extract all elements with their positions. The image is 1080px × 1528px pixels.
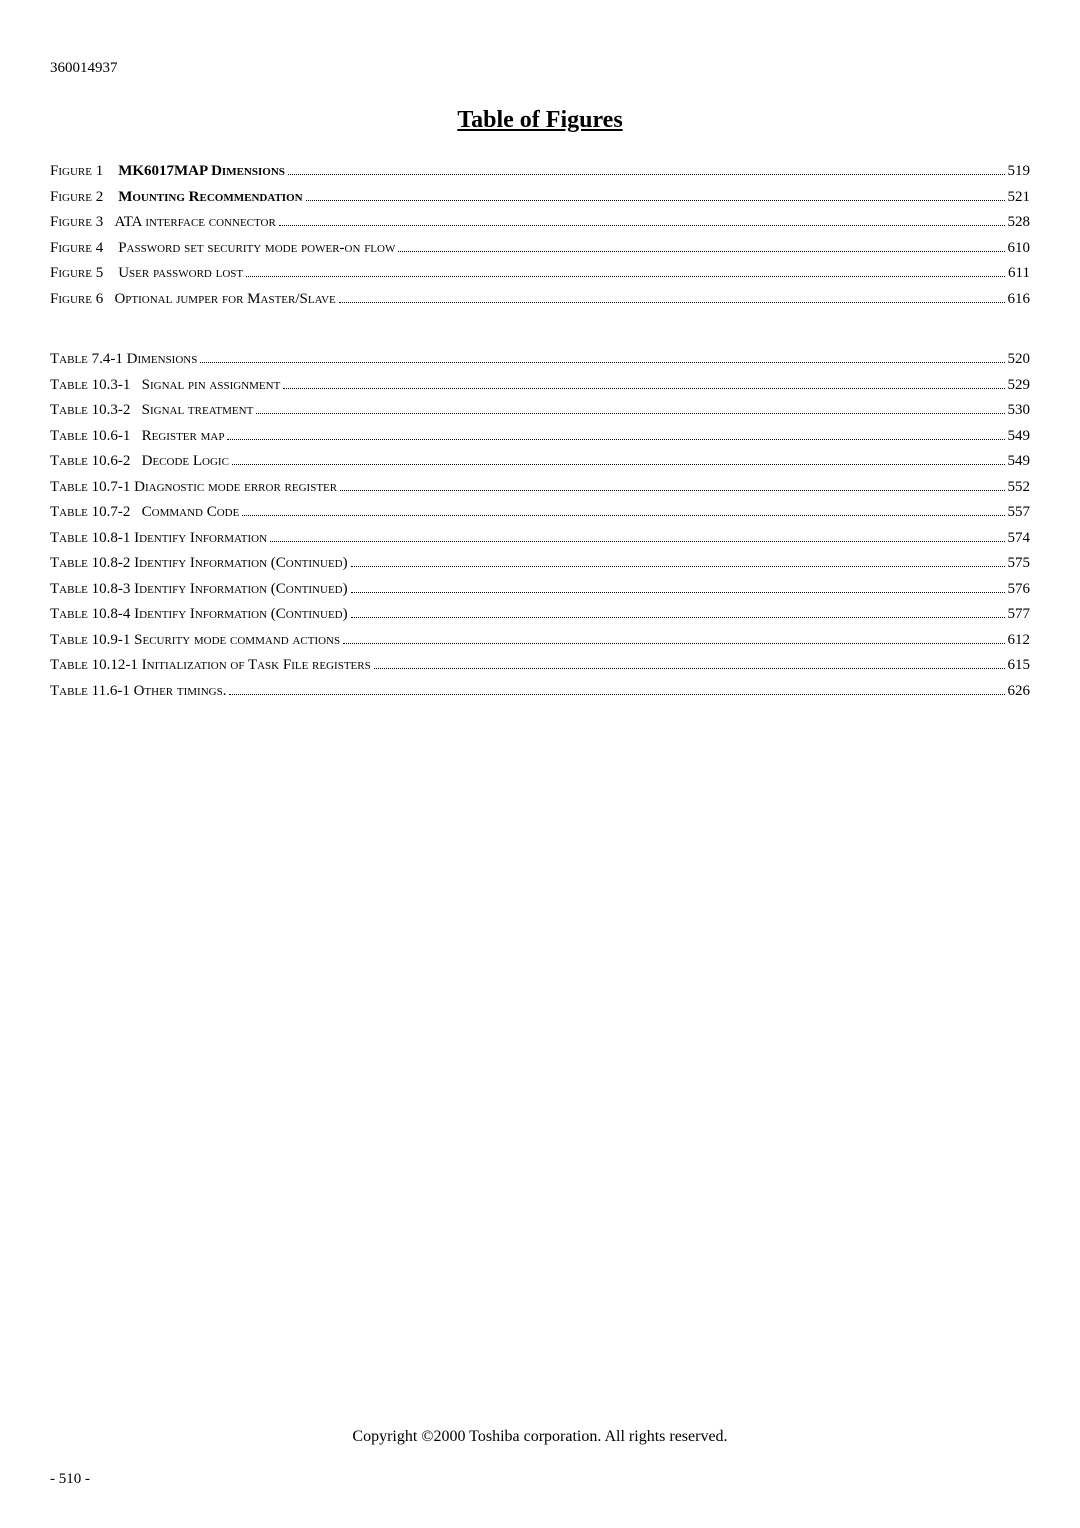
toc-leader-dots [227, 439, 1004, 440]
table-page: 552 [1008, 475, 1031, 501]
figure-page: 528 [1008, 210, 1031, 236]
toc-leader-dots [270, 541, 1004, 542]
figure-label-prefix: Figure 4 [50, 240, 118, 256]
toc-leader-dots [229, 694, 1004, 695]
toc-leader-dots [351, 592, 1005, 593]
copyright-text: Copyright ©2000 Toshiba corporation. All… [50, 1428, 1030, 1446]
table-label: Table 10.8-4 Identify Information (Conti… [50, 602, 348, 628]
figure-page: 521 [1008, 185, 1031, 211]
toc-leader-dots [351, 566, 1005, 567]
table-label: Table 10.3-1 Signal pin assignment [50, 373, 280, 399]
figure-label: Figure 4 Password set security mode powe… [50, 236, 395, 262]
figure-entry: Figure 2 Mounting Recommendation 521 [50, 185, 1030, 211]
table-page: 612 [1008, 628, 1031, 654]
table-label: Table 10.6-2 Decode Logic [50, 449, 229, 475]
table-page: 530 [1008, 398, 1031, 424]
table-label: Table 10.9-1 Security mode command actio… [50, 628, 340, 654]
table-label: Table 10.8-3 Identify Information (Conti… [50, 577, 348, 603]
table-entry: Table 10.8-3 Identify Information (Conti… [50, 577, 1030, 603]
figure-label-bold: Mounting Recommendation [118, 189, 302, 205]
page-number: - 510 - [50, 1471, 1030, 1488]
figure-entry: Figure 6 Optional jumper for Master/Slav… [50, 287, 1030, 313]
table-page: 576 [1008, 577, 1031, 603]
table-entry: Table 10.6-2 Decode Logic 549 [50, 449, 1030, 475]
page-title: Table of Figures [50, 107, 1030, 134]
table-page: 529 [1008, 373, 1031, 399]
figure-page: 519 [1008, 159, 1031, 185]
table-page: 557 [1008, 500, 1031, 526]
toc-leader-dots [398, 251, 1004, 252]
table-label: Table 10.7-1 Diagnostic mode error regis… [50, 475, 337, 501]
page-footer: Copyright ©2000 Toshiba corporation. All… [50, 1428, 1030, 1488]
figures-list: Figure 1 MK6017MAP Dimensions519Figure 2… [50, 159, 1030, 312]
table-page: 575 [1008, 551, 1031, 577]
toc-leader-dots [351, 617, 1005, 618]
figure-page: 611 [1008, 261, 1030, 287]
toc-leader-dots [279, 225, 1005, 226]
table-page: 520 [1008, 347, 1031, 373]
table-entry: Table 11.6-1 Other timings. 626 [50, 679, 1030, 705]
table-page: 615 [1008, 653, 1031, 679]
toc-leader-dots [339, 302, 1005, 303]
table-entry: Table 10.12-1 Initialization of Task Fil… [50, 653, 1030, 679]
figure-label: Figure 2 Mounting Recommendation [50, 185, 303, 211]
table-entry: Table 10.8-2 Identify Information (Conti… [50, 551, 1030, 577]
toc-leader-dots [246, 276, 1005, 277]
toc-leader-dots [374, 668, 1005, 669]
figure-label-bold: MK6017MAP Dimensions [118, 163, 285, 179]
table-page: 577 [1008, 602, 1031, 628]
figure-entry: Figure 3 ATA interface connector 528 [50, 210, 1030, 236]
table-label: Table 10.8-1 Identify Information [50, 526, 267, 552]
figure-label: Figure 3 ATA interface connector [50, 210, 276, 236]
document-id: 360014937 [50, 60, 1030, 77]
table-entry: Table 10.3-1 Signal pin assignment 529 [50, 373, 1030, 399]
table-page: 626 [1008, 679, 1031, 705]
figure-label: Figure 6 Optional jumper for Master/Slav… [50, 287, 336, 313]
table-entry: Table 10.7-1 Diagnostic mode error regis… [50, 475, 1030, 501]
figure-label-rest: Optional jumper for Master/Slave [114, 291, 335, 307]
figure-label: Figure 1 MK6017MAP Dimensions [50, 159, 285, 185]
toc-leader-dots [306, 200, 1005, 201]
figure-page: 616 [1008, 287, 1031, 313]
table-label: Table 10.12-1 Initialization of Task Fil… [50, 653, 371, 679]
toc-leader-dots [200, 362, 1004, 363]
toc-leader-dots [232, 464, 1005, 465]
table-page: 549 [1008, 449, 1031, 475]
figure-label-rest: Password set security mode power-on flow [118, 240, 395, 256]
figure-label: Figure 5 User password lost [50, 261, 243, 287]
table-page: 549 [1008, 424, 1031, 450]
toc-leader-dots [288, 174, 1005, 175]
toc-leader-dots [340, 490, 1004, 491]
table-entry: Table 10.8-4 Identify Information (Conti… [50, 602, 1030, 628]
figure-label-prefix: Figure 3 [50, 214, 114, 230]
table-label: Table 10.3-2 Signal treatment [50, 398, 253, 424]
figure-label-rest: ATA interface connector [114, 214, 275, 230]
figure-label-prefix: Figure 6 [50, 291, 114, 307]
toc-leader-dots [242, 515, 1004, 516]
figure-entry: Figure 1 MK6017MAP Dimensions 519 [50, 159, 1030, 185]
toc-leader-dots [256, 413, 1004, 414]
table-entry: Table 10.7-2 Command Code 557 [50, 500, 1030, 526]
figure-label-prefix: Figure 5 [50, 265, 118, 281]
table-entry: Table 10.6-1 Register map 549 [50, 424, 1030, 450]
figure-label-rest: User password lost [118, 265, 243, 281]
toc-leader-dots [283, 388, 1004, 389]
figure-page: 610 [1008, 236, 1031, 262]
figure-label-prefix: Figure 2 [50, 189, 118, 205]
tables-list: Table 7.4-1 Dimensions520Table 10.3-1 Si… [50, 347, 1030, 704]
table-label: Table 10.6-1 Register map [50, 424, 224, 450]
table-entry: Table 10.9-1 Security mode command actio… [50, 628, 1030, 654]
table-label: Table 10.7-2 Command Code [50, 500, 239, 526]
table-entry: Table 10.8-1 Identify Information 574 [50, 526, 1030, 552]
toc-leader-dots [343, 643, 1004, 644]
table-page: 574 [1008, 526, 1031, 552]
figure-entry: Figure 4 Password set security mode powe… [50, 236, 1030, 262]
figure-entry: Figure 5 User password lost 611 [50, 261, 1030, 287]
table-entry: Table 7.4-1 Dimensions 520 [50, 347, 1030, 373]
table-label: Table 10.8-2 Identify Information (Conti… [50, 551, 348, 577]
figure-label-prefix: Figure 1 [50, 163, 118, 179]
table-entry: Table 10.3-2 Signal treatment 530 [50, 398, 1030, 424]
table-label: Table 7.4-1 Dimensions [50, 347, 197, 373]
table-label: Table 11.6-1 Other timings. [50, 679, 226, 705]
